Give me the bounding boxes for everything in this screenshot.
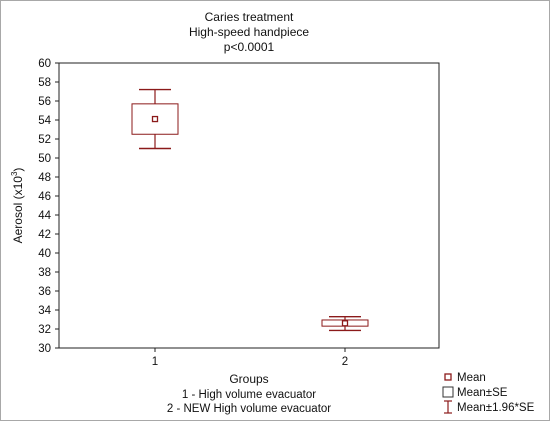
y-tick-label-52: 52 <box>38 134 51 146</box>
chart-title-line-2: High-speed handpiece <box>189 25 309 39</box>
legend-se-label: Mean±SE <box>457 387 508 399</box>
mean-marker-2 <box>341 320 349 327</box>
y-tick-label-48: 48 <box>38 172 51 184</box>
y-tick-label-44: 44 <box>38 210 51 222</box>
x-axis-note-1: 1 - High volume evacuator <box>182 389 316 401</box>
y-tick-label-40: 40 <box>38 248 51 260</box>
y-tick-label-58: 58 <box>38 77 51 89</box>
x-axis-label: Groups <box>229 372 268 386</box>
plot-area <box>58 62 440 349</box>
x-axis-note-2: 2 - NEW High volume evacuator <box>167 403 331 415</box>
legend-mean-label: Mean <box>457 372 486 384</box>
chart-title-line-1: Caries treatment <box>205 10 294 24</box>
y-tick-label-30: 30 <box>38 343 51 355</box>
y-tick-label-54: 54 <box>38 115 51 127</box>
mean-marker-1 <box>151 115 159 123</box>
x-tick-label-2: 2 <box>342 356 348 368</box>
y-tick-label-46: 46 <box>38 191 51 203</box>
box-group-2 <box>321 315 369 332</box>
y-tick-label-56: 56 <box>38 96 51 108</box>
y-tick-label-34: 34 <box>38 305 51 317</box>
x-tick-label-1: 1 <box>152 356 158 368</box>
legend-se-symbol <box>442 386 454 398</box>
legend-mean-symbol <box>444 373 452 381</box>
y-tick-label-36: 36 <box>38 286 51 298</box>
y-tick-label-32: 32 <box>38 324 51 336</box>
y-tick-label-38: 38 <box>38 267 51 279</box>
y-tick-label-50: 50 <box>38 153 51 165</box>
legend-ci-label: Mean±1.96*SE <box>457 402 535 414</box>
box-group-1 <box>131 88 179 150</box>
y-tick-label-42: 42 <box>38 229 51 241</box>
chart-title-line-3: p<0.0001 <box>224 40 275 54</box>
y-tick-label-60: 60 <box>38 58 51 70</box>
y-axis-label: Aerosol (x103) <box>10 168 25 244</box>
